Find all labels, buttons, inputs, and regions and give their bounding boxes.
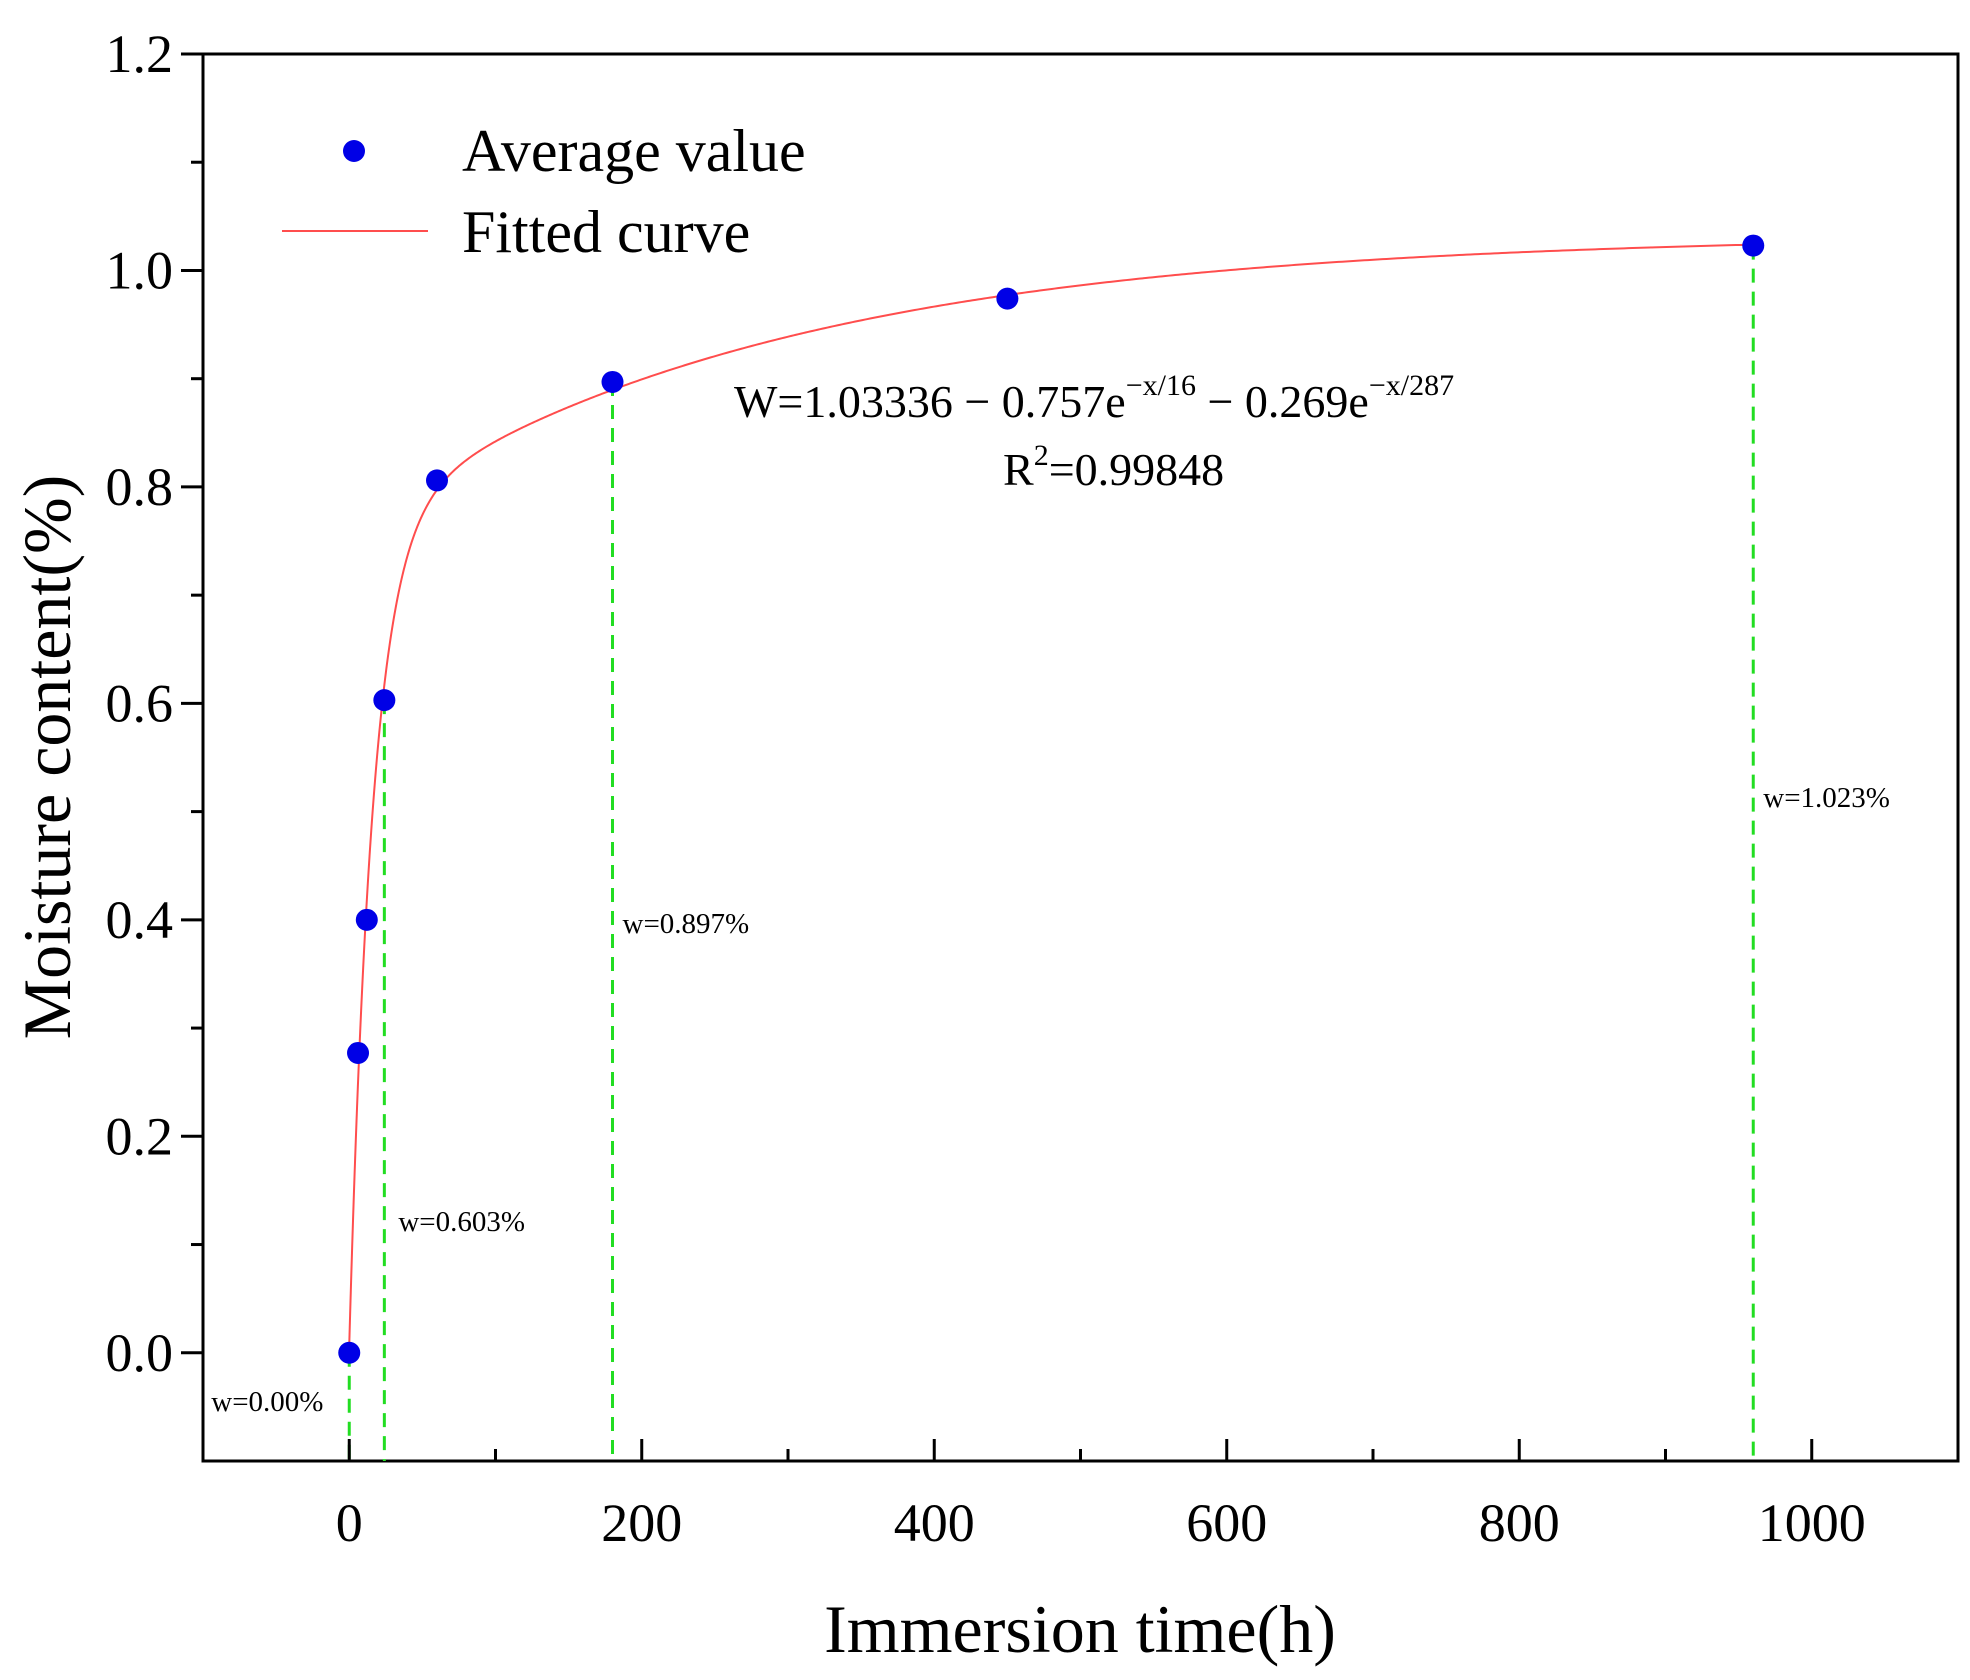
y-tick-label: 0.0 [106, 1323, 174, 1383]
y-tick-label: 0.4 [106, 890, 174, 950]
legend-label-average-value: Average value [462, 118, 806, 184]
fit-equation: W=1.03336 − 0.757e−x/16 − 0.269e−x/287 [734, 369, 1454, 427]
data-point [996, 287, 1019, 310]
data-point [355, 908, 378, 931]
x-tick-label: 1000 [1758, 1493, 1866, 1553]
plot-frame [201, 52, 1960, 1463]
data-point [338, 1341, 361, 1364]
x-tick-label: 400 [894, 1493, 975, 1553]
x-axis-ticks: 0 200 400 600 800 1000 [336, 1439, 1866, 1553]
r-squared-prefix: R [1003, 444, 1034, 495]
data-point [1742, 234, 1765, 257]
reference-label: w=0.897% [623, 908, 750, 940]
fitted-curve-layer [348, 243, 1754, 1345]
equation-base: W=1.03336 − 0.757e [734, 376, 1126, 427]
y-tick-label: 0.8 [106, 457, 174, 517]
x-tick-label: 200 [601, 1493, 682, 1553]
y-tick-label: 0.2 [106, 1106, 174, 1166]
y-tick-label: 1.0 [106, 240, 174, 300]
reference-lines: w=0.00% w=0.603% w=0.897% w=1.023% [211, 245, 1890, 1461]
reference-label: w=1.023% [1763, 782, 1890, 814]
legend-label-fitted-curve: Fitted curve [462, 199, 750, 265]
reference-label: w=0.603% [398, 1206, 525, 1238]
equation-middle: − 0.269e [1196, 376, 1369, 427]
r-squared: R2=0.99848 [1003, 439, 1224, 495]
x-tick-label: 0 [336, 1493, 363, 1553]
data-point [347, 1041, 370, 1064]
y-axis-title: Moisture content(%) [9, 475, 85, 1040]
x-tick-label: 600 [1186, 1493, 1267, 1553]
equation-exponent-1: −x/16 [1126, 369, 1196, 402]
y-axis-ticks: 0.0 0.2 0.4 0.6 0.8 1.0 1.2 [106, 24, 203, 1383]
fitted-curve [348, 243, 1754, 1345]
legend: Average value Fitted curve [282, 118, 806, 265]
r-squared-superscript: 2 [1034, 439, 1049, 472]
data-point [426, 469, 448, 492]
reference-label: w=0.00% [211, 1386, 323, 1418]
x-tick-label: 800 [1479, 1493, 1560, 1553]
data-point [601, 370, 624, 393]
y-tick-label: 1.2 [106, 24, 174, 84]
x-axis-title: Immersion time(h) [824, 1591, 1336, 1667]
equation-exponent-2: −x/287 [1369, 369, 1454, 402]
legend-marker-average-value [343, 140, 365, 162]
r-squared-value: =0.99848 [1049, 444, 1224, 495]
data-point [373, 689, 396, 712]
y-tick-label: 0.6 [106, 673, 174, 733]
data-points-layer [338, 234, 1765, 1364]
